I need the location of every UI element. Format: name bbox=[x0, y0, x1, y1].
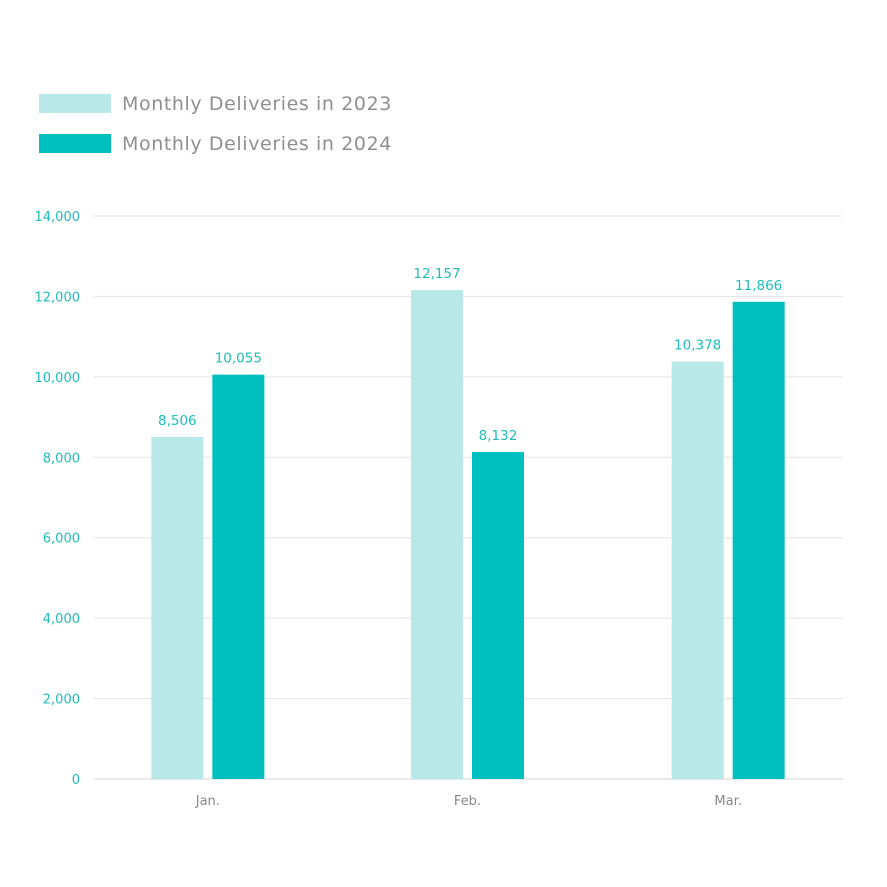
x-axis-tick-labels: Jan. Feb. Mar. bbox=[195, 794, 742, 809]
bar bbox=[732, 301, 785, 779]
y-tick-label: 10,000 bbox=[35, 371, 81, 386]
y-tick-label: 8,000 bbox=[43, 451, 80, 466]
y-tick-label: 4,000 bbox=[43, 612, 80, 627]
data-label: 8,132 bbox=[479, 428, 518, 444]
x-tick-label: Feb. bbox=[454, 794, 481, 809]
data-labels: 8,506 10,055 12,157 8,132 10,378 11,866 bbox=[158, 266, 782, 444]
data-label: 11,866 bbox=[735, 278, 782, 294]
legend: Monthly Deliveries in 2023 Monthly Deliv… bbox=[39, 93, 392, 155]
legend-swatch-2024 bbox=[39, 134, 111, 153]
legend-swatch-2023 bbox=[39, 94, 111, 113]
gridlines bbox=[94, 215, 843, 780]
legend-label-2024: Monthly Deliveries in 2024 bbox=[122, 133, 392, 155]
bar bbox=[472, 451, 524, 779]
y-axis-tick-labels: 0 2,000 4,000 6,000 8,000 10,000 12,000 14,000 bbox=[35, 210, 81, 788]
data-label: 10,055 bbox=[215, 351, 262, 367]
x-tick-label: Mar. bbox=[714, 794, 741, 809]
y-tick-label: 0 bbox=[72, 773, 80, 788]
bars bbox=[151, 290, 785, 779]
y-tick-label: 12,000 bbox=[35, 290, 81, 305]
data-label: 10,378 bbox=[674, 338, 721, 354]
bar bbox=[212, 374, 265, 779]
bar bbox=[151, 436, 204, 779]
y-tick-label: 14,000 bbox=[35, 210, 81, 225]
y-tick-label: 2,000 bbox=[43, 693, 80, 708]
y-tick-label: 6,000 bbox=[43, 532, 80, 547]
bar bbox=[411, 290, 463, 779]
bar bbox=[671, 361, 724, 779]
legend-label-2023: Monthly Deliveries in 2023 bbox=[122, 93, 392, 115]
x-tick-label: Jan. bbox=[195, 794, 220, 809]
data-label: 12,157 bbox=[413, 266, 460, 282]
data-label: 8,506 bbox=[158, 413, 197, 429]
